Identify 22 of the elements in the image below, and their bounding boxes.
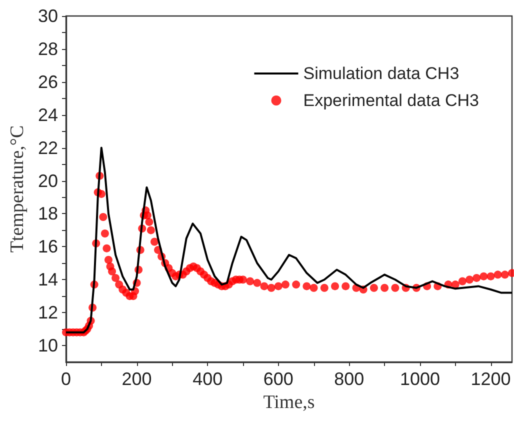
x-tick-label: 400 [192, 369, 223, 389]
y-tick-label: 30 [38, 6, 58, 26]
y-tick-label: 18 [38, 204, 58, 224]
x-tick-label: 0 [60, 369, 72, 389]
y-axis-title: Ttemperature,°C [7, 125, 28, 253]
legend-label: Experimental data CH3 [303, 91, 480, 110]
y-tick-label: 28 [38, 38, 58, 59]
y-tick-label: 22 [38, 138, 58, 158]
y-tick-label: 14 [38, 270, 58, 290]
y-tick-label: 20 [38, 170, 58, 191]
y-tick-label: 10 [38, 336, 58, 356]
y-tick-label: 16 [38, 236, 58, 257]
x-tick-label: 200 [122, 369, 152, 389]
y-tick-label: 12 [38, 302, 58, 323]
y-tick-label: 24 [38, 104, 58, 125]
x-tick-label: 600 [263, 369, 294, 389]
x-tick-label: 1200 [470, 369, 511, 389]
x-tick-label: 800 [334, 369, 364, 389]
x-axis-title: Time,s [263, 392, 315, 413]
legend-label: Simulation data CH3 [303, 64, 460, 83]
y-tick-label: 26 [38, 72, 58, 92]
x-tick-label: 1000 [400, 369, 440, 389]
